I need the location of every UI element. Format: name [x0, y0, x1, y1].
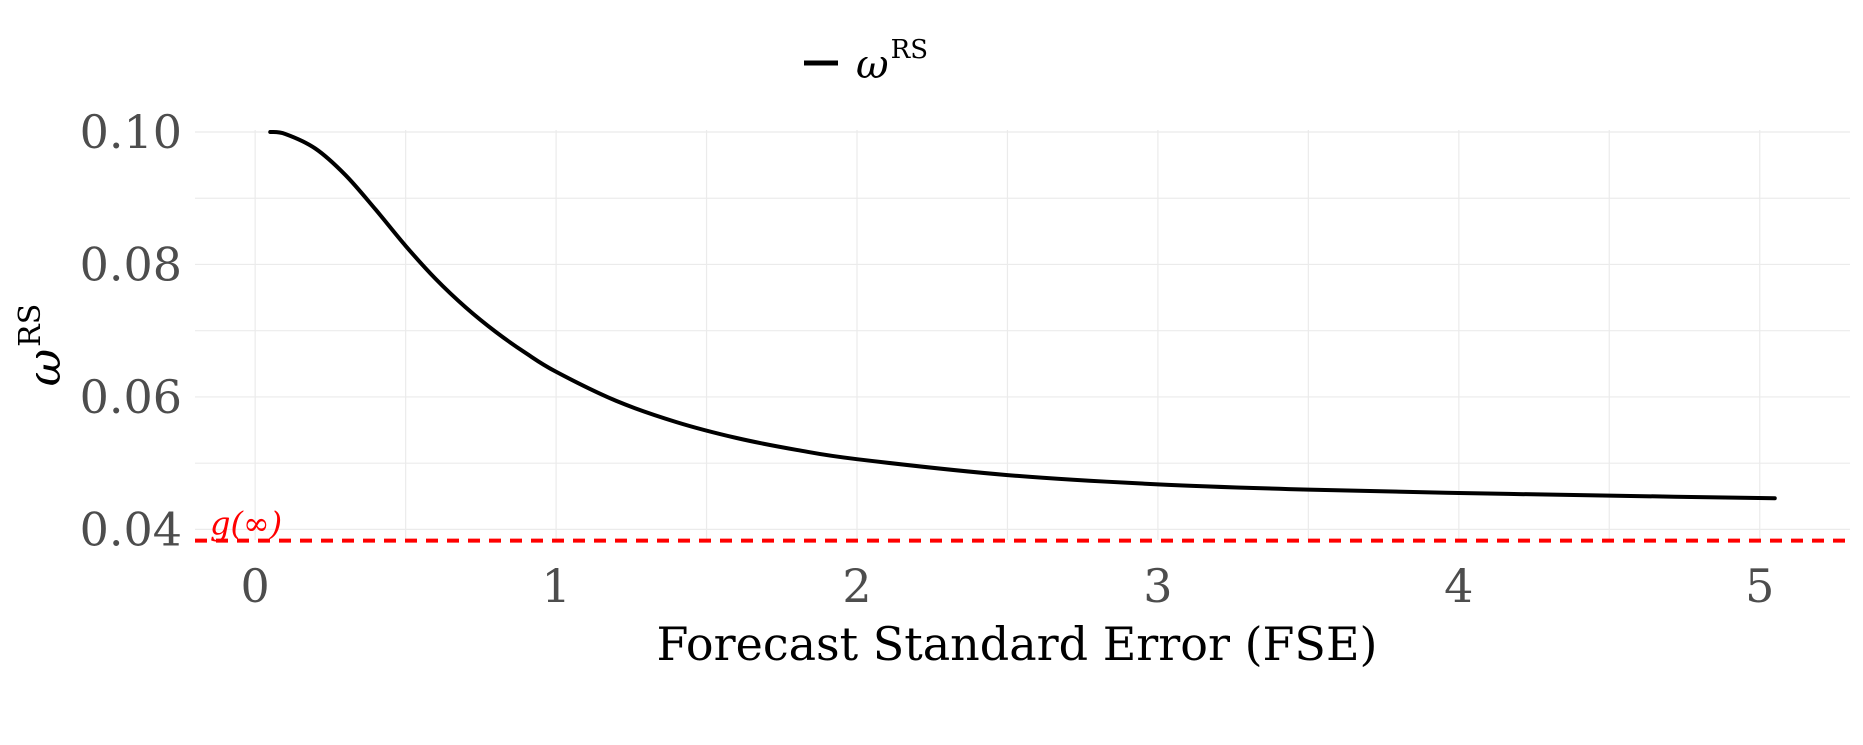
- series-layer: [268, 129, 1777, 501]
- x-gridlines: [254, 130, 1761, 540]
- y-tick-label: 0.08: [80, 237, 182, 291]
- x-tick-label: 2: [842, 559, 871, 613]
- x-tick-label: 5: [1745, 559, 1774, 613]
- y-tick-label: 0.06: [80, 370, 182, 424]
- x-tick-label: 3: [1143, 559, 1172, 613]
- y-gridlines: [195, 131, 1850, 531]
- y-tick-labels: 0.04 0.06 0.08 0.10: [80, 105, 182, 556]
- series-line: [268, 129, 1777, 501]
- x-tick-label: 0: [241, 559, 270, 613]
- x-tick-label: 4: [1444, 559, 1473, 613]
- y-tick-label: 0.04: [80, 502, 182, 556]
- x-tick-labels: 0 1 2 3 4 5: [241, 559, 1775, 613]
- y-tick-label: 0.10: [80, 105, 182, 159]
- y-axis-title: ωRS: [13, 304, 71, 387]
- legend: ωRS: [804, 35, 928, 88]
- x-axis-title: Forecast Standard Error (FSE): [657, 617, 1378, 671]
- reference-layer: g(∞): [195, 505, 1850, 543]
- reference-line-label: g(∞): [210, 505, 282, 543]
- x-tick-label: 1: [541, 559, 570, 613]
- legend-label: ωRS: [856, 35, 928, 88]
